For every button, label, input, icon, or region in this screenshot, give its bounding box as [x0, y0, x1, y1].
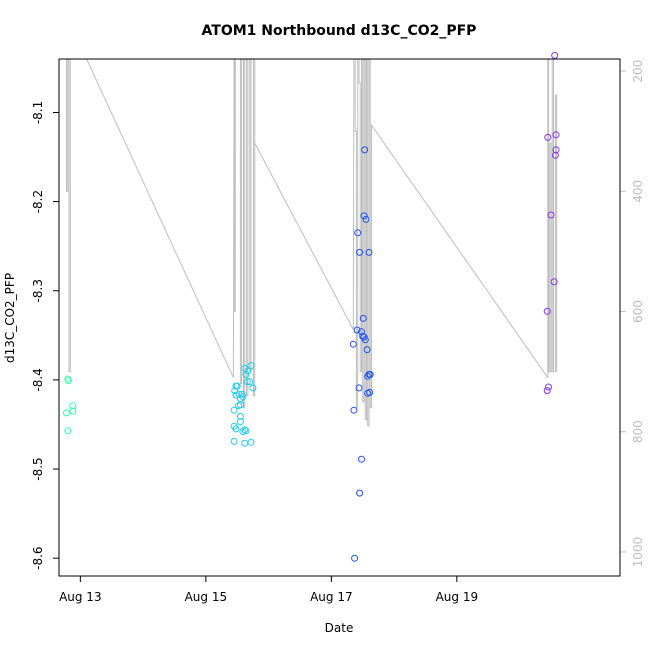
data-point	[363, 346, 371, 354]
data-point	[544, 133, 552, 141]
data-point	[69, 402, 77, 410]
x-tick-label: Aug 15	[185, 590, 228, 604]
data-point	[364, 372, 372, 380]
data-point	[551, 151, 559, 159]
data-point	[231, 387, 239, 395]
data-point	[361, 146, 369, 154]
data-point	[241, 364, 249, 372]
data-point	[356, 248, 364, 256]
data-point	[63, 409, 70, 417]
data-point	[230, 406, 238, 414]
data-point	[551, 51, 559, 59]
y-axis-label: d13C_CO2_PFP	[3, 273, 17, 363]
data-point	[69, 407, 77, 415]
y-tick-label: -8.5	[31, 457, 45, 480]
data-point	[230, 437, 238, 445]
x-tick-label: Aug 17	[310, 590, 353, 604]
data-point	[241, 426, 249, 434]
data-point	[236, 418, 244, 426]
data-point	[247, 438, 255, 446]
data-point	[543, 387, 551, 395]
x-axis-label: Date	[325, 621, 354, 635]
data-point	[359, 332, 367, 340]
data-point	[64, 427, 72, 435]
y-tick-label: -8.2	[31, 190, 45, 213]
data-point	[235, 402, 242, 410]
data-point	[242, 427, 250, 435]
data-point	[239, 393, 247, 401]
data-point	[545, 383, 552, 391]
y2-tick-label: 1000	[631, 537, 645, 568]
data-point	[362, 215, 370, 223]
data-point	[247, 362, 255, 370]
y-tick-label: -8.4	[31, 368, 45, 391]
data-point	[365, 248, 373, 256]
data-point	[358, 328, 365, 336]
data-point	[358, 455, 365, 463]
data-point	[232, 425, 240, 433]
data-point	[550, 278, 558, 286]
data-point	[246, 378, 254, 386]
y-tick-label: -8.3	[31, 279, 45, 302]
data-point	[355, 384, 363, 392]
data-point	[359, 314, 367, 322]
data-point	[356, 489, 364, 497]
y2-tick-label: 600	[631, 300, 645, 323]
data-point	[249, 384, 257, 392]
y2-tick-label: 200	[631, 60, 645, 83]
data-point	[354, 229, 362, 237]
axes-layer: Aug 13 Aug 15 Aug 17 Aug 19 -8.1 -8.2 -8.3 -8.4…	[31, 60, 645, 604]
plot-frame	[58, 58, 621, 577]
y-tick-label: -8.1	[31, 101, 45, 124]
data-point	[552, 146, 560, 154]
data-point	[360, 212, 368, 220]
x-tick-label: Aug 13	[59, 590, 102, 604]
y2-tick-label: 400	[631, 180, 645, 203]
data-point	[351, 554, 359, 562]
data-point	[236, 412, 244, 420]
data-points-layer	[63, 51, 560, 562]
data-point	[552, 131, 560, 139]
data-point	[243, 378, 251, 386]
data-point	[349, 340, 357, 348]
data-point	[64, 377, 72, 385]
chart-title: ATOM1 Northbound d13C_CO2_PFP	[202, 23, 477, 39]
y-tick-label: -8.6	[31, 546, 45, 569]
data-point	[543, 307, 551, 315]
data-point	[364, 389, 372, 397]
x-tick-label: Aug 19	[436, 590, 479, 604]
y2-tick-label: 800	[631, 420, 645, 443]
data-point	[353, 326, 361, 334]
data-point	[239, 428, 247, 436]
data-point	[547, 211, 555, 219]
data-point	[350, 406, 358, 414]
